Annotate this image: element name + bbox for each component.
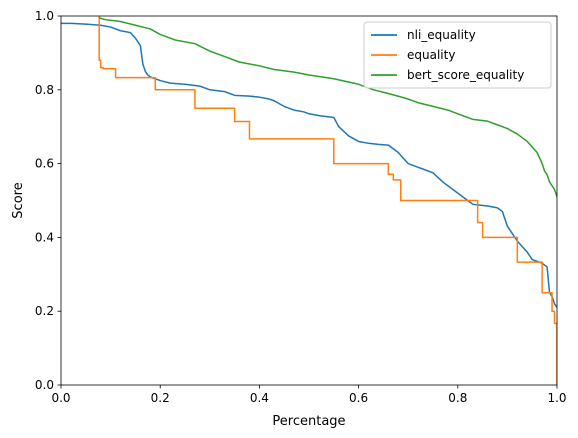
x-tick-label: 0.2 [151,391,170,405]
x-tick-label: 0.8 [448,391,467,405]
series-lines [61,16,557,385]
axes: 0.00.0 0.2 0.2 0.4 0.4 0.6 0.6 0.8 0.8 1.0 1.0 [35,9,567,405]
x-tick-label: 0.4 [250,391,269,405]
x-tick-label: 0.6 [349,391,368,405]
legend-box [363,21,552,89]
x-tick-label: 1.0 [547,391,566,405]
y-tick-label: 0.0 [35,378,54,392]
legend-label-equality: equality [407,48,455,62]
y-tick-label: 0.8 [35,83,54,97]
y-tick-label: 0.6 [35,157,54,171]
y-tick-label: 0.2 [35,304,54,318]
legend: nli_equality equality bert_score_equality [363,21,552,89]
legend-label-nli_equality: nli_equality [407,28,476,42]
y-tick-label: 0.4 [35,230,54,244]
plot-frame [60,15,558,386]
x-axis-label: Percentage [272,414,345,429]
series-line-equality [98,16,557,385]
series-line-nli_equality [61,22,557,308]
legend-label-bert_score_equality: bert_score_equality [407,68,524,82]
y-tick-label: 1.0 [35,9,54,23]
y-axis-label: Score [11,182,26,218]
series-line-bert_score_equality [98,17,557,198]
x-tick-label: 0.0 [51,391,70,405]
